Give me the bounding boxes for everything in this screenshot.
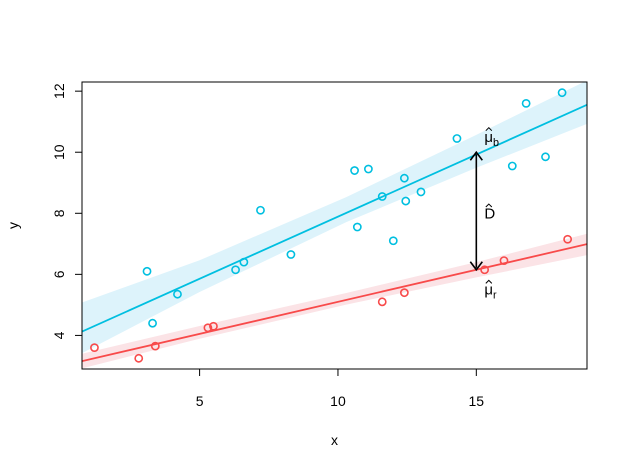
point-blue xyxy=(239,257,249,267)
point-blue xyxy=(416,187,426,197)
point-red xyxy=(399,288,409,298)
mu-r-label-base: μ xyxy=(484,282,493,299)
point-blue xyxy=(231,265,240,275)
x-axis: 5 10 15 xyxy=(196,369,485,409)
point-red xyxy=(480,265,490,275)
point-blue xyxy=(521,98,531,108)
x-tick-label: 15 xyxy=(469,393,485,409)
mu-b-label-base: μ xyxy=(484,129,493,146)
point-red xyxy=(134,353,144,363)
mu-r-label-subscript: r xyxy=(493,290,497,302)
point-blue xyxy=(173,289,182,299)
mu-r-label: μr xyxy=(484,282,497,302)
y-tick-label: 6 xyxy=(51,270,67,278)
point-red xyxy=(499,256,509,266)
confidence-band-red xyxy=(82,233,587,369)
d-hat-label-hat xyxy=(485,203,493,208)
y-axis-title: y xyxy=(5,222,21,229)
y-tick-label: 4 xyxy=(51,331,67,339)
arrow-head-top xyxy=(469,150,483,161)
point-blue xyxy=(352,222,362,232)
point-red xyxy=(90,343,99,353)
x-tick-label: 10 xyxy=(330,393,346,409)
point-blue xyxy=(363,164,373,174)
mu-b-label-subscript: b xyxy=(493,137,499,149)
point-red xyxy=(203,323,213,333)
x-tick-label: 5 xyxy=(196,393,204,409)
point-red xyxy=(377,297,387,307)
point-blue xyxy=(286,250,296,259)
point-blue xyxy=(507,161,517,171)
arrow-head-bottom xyxy=(469,261,483,272)
point-blue xyxy=(377,192,387,201)
y-tick-label: 12 xyxy=(51,83,67,99)
point-blue xyxy=(142,266,152,276)
data-points xyxy=(90,88,573,363)
fit-line-blue xyxy=(82,103,587,333)
point-blue xyxy=(388,236,398,246)
point-red xyxy=(563,234,573,244)
point-blue xyxy=(148,318,157,328)
mu-b-label-hat xyxy=(485,127,493,132)
x-axis-title: x xyxy=(331,432,338,448)
y-tick-label: 8 xyxy=(51,209,67,217)
point-blue xyxy=(401,196,411,206)
mu-r-label-hat xyxy=(485,279,493,284)
point-blue xyxy=(350,166,359,175)
point-blue xyxy=(256,205,265,215)
y-tick-label: 10 xyxy=(51,144,67,160)
confidence-bands xyxy=(82,82,587,369)
point-blue xyxy=(557,88,567,98)
d-hat-label: D xyxy=(484,205,495,222)
mu-b-label: μb xyxy=(484,129,499,149)
y-axis: 4 6 8 10 12 xyxy=(51,83,82,339)
point-blue xyxy=(452,134,462,143)
confidence-band-blue xyxy=(82,82,587,354)
point-blue xyxy=(399,173,409,183)
point-red xyxy=(209,321,218,331)
point-red xyxy=(150,341,160,351)
point-blue xyxy=(541,152,550,162)
plot-frame xyxy=(81,81,588,370)
d-hat-label-base: D xyxy=(484,205,495,222)
